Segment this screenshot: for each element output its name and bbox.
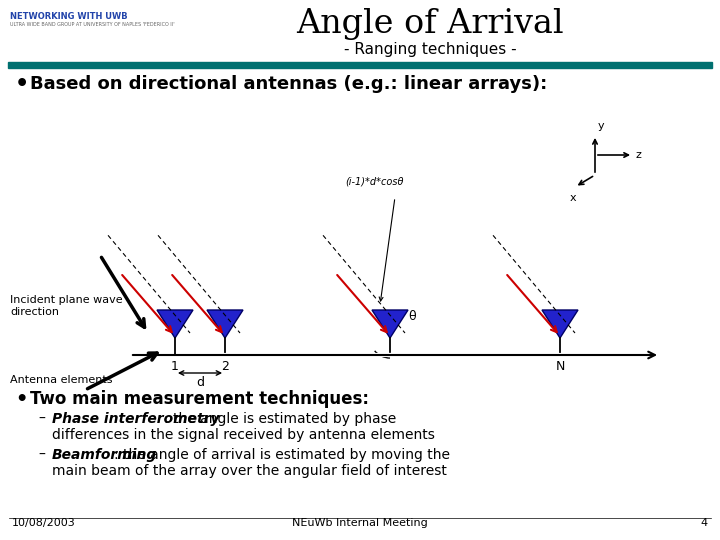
Text: NETWORKING WITH UWB: NETWORKING WITH UWB xyxy=(10,12,127,21)
Polygon shape xyxy=(542,310,578,338)
Text: z: z xyxy=(636,150,642,160)
Text: Phase interferometry: Phase interferometry xyxy=(52,412,220,426)
Text: - Ranging techniques -: - Ranging techniques - xyxy=(343,42,516,57)
Text: Two main measurement techniques:: Two main measurement techniques: xyxy=(30,390,369,408)
Text: –: – xyxy=(38,448,45,462)
Text: : the angle of arrival is estimated by moving the: : the angle of arrival is estimated by m… xyxy=(114,448,449,462)
Text: ULTRA WIDE BAND GROUP AT UNIVERSITY OF NAPLES 'FEDERICO II': ULTRA WIDE BAND GROUP AT UNIVERSITY OF N… xyxy=(10,22,175,27)
Text: Incident plane wave
direction: Incident plane wave direction xyxy=(10,295,122,316)
Text: : the angle is estimated by phase: : the angle is estimated by phase xyxy=(164,412,396,426)
Text: differences in the signal received by antenna elements: differences in the signal received by an… xyxy=(52,428,435,442)
Text: Based on directional antennas (e.g.: linear arrays):: Based on directional antennas (e.g.: lin… xyxy=(30,75,547,93)
Text: Angle of Arrival: Angle of Arrival xyxy=(296,8,564,40)
Polygon shape xyxy=(372,310,408,338)
Text: Antenna elements: Antenna elements xyxy=(10,375,112,385)
Text: –: – xyxy=(38,412,45,426)
Text: y: y xyxy=(598,121,605,131)
Text: (i-1)*d*cosθ: (i-1)*d*cosθ xyxy=(345,177,403,187)
Text: 10/08/2003: 10/08/2003 xyxy=(12,518,76,528)
Text: main beam of the array over the angular field of interest: main beam of the array over the angular … xyxy=(52,464,447,478)
Polygon shape xyxy=(157,310,193,338)
Text: 4: 4 xyxy=(701,518,708,528)
Text: •: • xyxy=(15,74,30,94)
Text: NEuWb Internal Meeting: NEuWb Internal Meeting xyxy=(292,518,428,528)
Text: •: • xyxy=(15,390,27,409)
Text: N: N xyxy=(555,360,564,373)
Text: 2: 2 xyxy=(221,360,229,373)
Text: Beamforming: Beamforming xyxy=(52,448,157,462)
Text: x: x xyxy=(570,193,576,203)
Text: d: d xyxy=(196,376,204,389)
Polygon shape xyxy=(207,310,243,338)
Text: 1: 1 xyxy=(171,360,179,373)
Bar xyxy=(8,62,712,68)
Text: θ: θ xyxy=(408,310,415,323)
